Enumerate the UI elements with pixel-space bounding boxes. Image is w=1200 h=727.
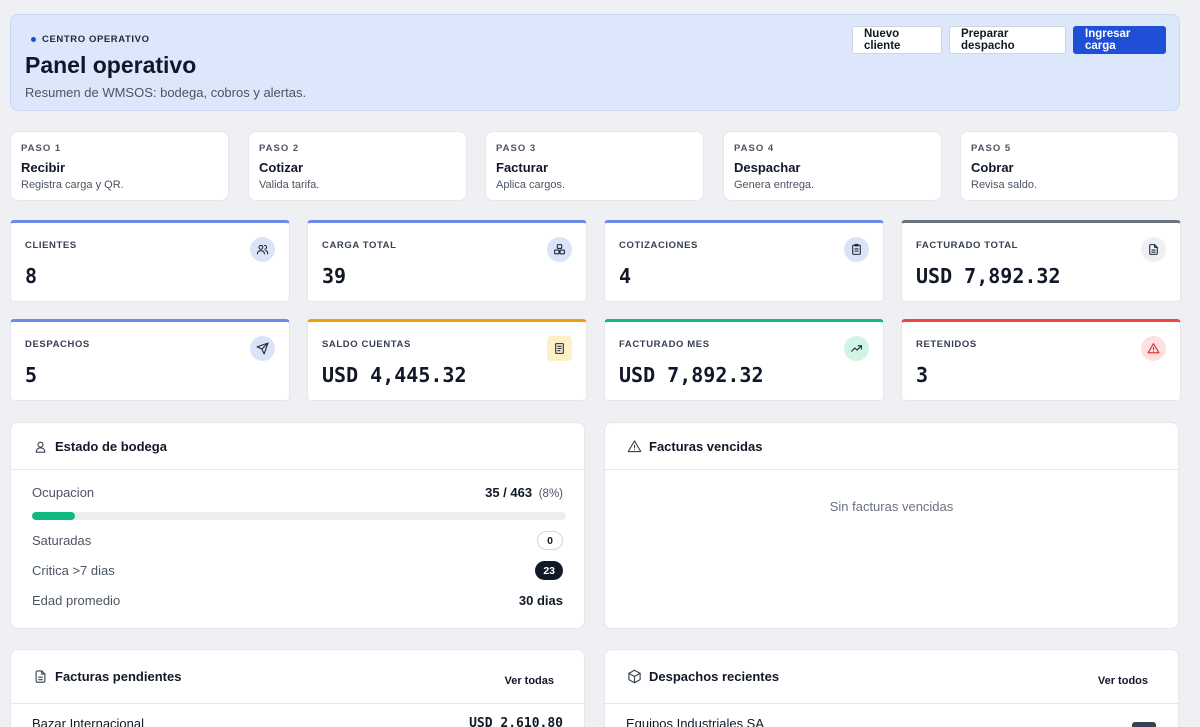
see-all-dispatches-link[interactable]: Ver todos xyxy=(1097,675,1148,687)
eyebrow-label: CENTRO OPERATIVO xyxy=(42,34,150,45)
step-description: Genera entrega. xyxy=(734,179,815,191)
step-number: PASO 3 xyxy=(496,143,537,154)
step-number: PASO 1 xyxy=(21,143,62,154)
stat-label: CLIENTES xyxy=(25,240,77,251)
clipboard-icon xyxy=(844,237,869,262)
stat-label: CARGA TOTAL xyxy=(322,240,397,251)
stat-value: 39 xyxy=(322,264,347,288)
avg-age-value: 30 dias xyxy=(518,593,563,608)
critical-label: Critica >7 dias xyxy=(32,563,115,578)
panel-title: Facturas vencidas xyxy=(649,438,763,454)
step-number: PASO 2 xyxy=(259,143,300,154)
dispatch-status-badge xyxy=(1132,722,1156,727)
package-icon xyxy=(628,669,641,684)
overdue-invoices-panel: Facturas vencidas Sin facturas vencidas xyxy=(604,422,1179,629)
step-title: Cotizar xyxy=(259,160,304,175)
page-title: Panel operativo xyxy=(25,52,197,78)
stat-value: 8 xyxy=(25,264,38,288)
see-all-invoices-link[interactable]: Ver todas xyxy=(504,675,554,687)
eyebrow: CENTRO OPERATIVO xyxy=(31,34,150,45)
stat-card-clientes: CLIENTES 8 xyxy=(10,220,290,302)
panel-header: Facturas vencidas xyxy=(605,423,1178,470)
step-number: PASO 4 xyxy=(734,143,775,154)
alert-icon xyxy=(1141,336,1166,361)
receipt-icon xyxy=(547,336,572,361)
stat-label: RETENIDOS xyxy=(916,339,977,350)
step-title: Recibir xyxy=(21,160,66,175)
step-title: Despachar xyxy=(734,160,801,175)
file-icon xyxy=(1141,237,1166,262)
status-dot-icon xyxy=(31,37,36,42)
stat-value: 3 xyxy=(916,363,929,387)
stat-label: FACTURADO MES xyxy=(619,339,710,350)
occupancy-progress-bar xyxy=(32,512,566,520)
stat-label: FACTURADO TOTAL xyxy=(916,240,1019,251)
stat-value: USD 7,892.32 xyxy=(916,264,1061,288)
invoice-amount: USD 2,610.80 xyxy=(469,716,563,727)
stat-value: USD 4,445.32 xyxy=(322,363,467,387)
occupancy-count: 35 / 463 xyxy=(485,485,533,500)
pending-invoices-panel: Facturas pendientes Ver todas Bazar Inte… xyxy=(10,649,585,727)
warehouse-panel: Estado de bodega Ocupacion 35 / 463 (8%)… xyxy=(10,422,585,629)
stat-card-facturado-mes: FACTURADO MES USD 7,892.32 xyxy=(604,319,884,401)
stat-card-saldo-cuentas: SALDO CUENTAS USD 4,445.32 xyxy=(307,319,587,401)
step-card-despachar[interactable]: PASO 4 Despachar Genera entrega. xyxy=(723,131,942,201)
users-icon xyxy=(250,237,275,262)
page-subtitle: Resumen de WMSOS: bodega, cobros y alert… xyxy=(25,85,307,100)
empty-state-text: Sin facturas vencidas xyxy=(829,499,954,514)
ingest-cargo-button[interactable]: Ingresar carga xyxy=(1073,26,1166,54)
boxes-icon xyxy=(547,237,572,262)
step-card-cobrar[interactable]: PASO 5 Cobrar Revisa saldo. xyxy=(960,131,1179,201)
new-client-button[interactable]: Nuevo cliente xyxy=(852,26,942,54)
panel-title: Despachos recientes xyxy=(649,669,780,684)
critical-count-badge: 23 xyxy=(535,561,563,580)
step-title: Facturar xyxy=(496,160,549,175)
stat-value: 4 xyxy=(619,264,632,288)
step-description: Revisa saldo. xyxy=(971,179,1038,191)
saturated-label: Saturadas xyxy=(32,533,92,548)
panel-header: Facturas pendientes xyxy=(11,650,584,704)
stat-card-facturado-total: FACTURADO TOTAL USD 7,892.32 xyxy=(901,220,1181,302)
step-description: Registra carga y QR. xyxy=(21,179,124,191)
stat-card-despachos: DESPACHOS 5 xyxy=(10,319,290,401)
step-description: Valida tarifa. xyxy=(259,179,320,191)
warehouse-user-icon xyxy=(35,441,46,453)
warning-icon xyxy=(627,439,642,452)
dispatch-client-name[interactable]: Equipos Industriales SA xyxy=(626,716,765,727)
step-card-facturar[interactable]: PASO 3 Facturar Aplica cargos. xyxy=(485,131,704,201)
occupancy-progress-fill xyxy=(32,512,75,520)
saturated-count-badge: 0 xyxy=(537,531,563,550)
step-number: PASO 5 xyxy=(971,143,1012,154)
prepare-dispatch-button[interactable]: Preparar despacho xyxy=(949,26,1066,54)
occupancy-value: 35 / 463 (8%) xyxy=(485,485,563,500)
stat-card-retenidos: RETENIDOS 3 xyxy=(901,319,1181,401)
panel-title: Facturas pendientes xyxy=(55,669,182,684)
occupancy-percent: (8%) xyxy=(538,488,563,500)
trending-up-icon xyxy=(844,336,869,361)
panel-header: Despachos recientes xyxy=(605,650,1178,704)
document-icon xyxy=(35,670,46,683)
step-card-cotizar[interactable]: PASO 2 Cotizar Valida tarifa. xyxy=(248,131,467,201)
avg-age-label: Edad promedio xyxy=(32,593,121,608)
panel-title: Estado de bodega xyxy=(55,438,167,454)
page-header: CENTRO OPERATIVO Panel operativo Resumen… xyxy=(10,14,1180,111)
occupancy-label: Ocupacion xyxy=(32,485,95,500)
recent-dispatches-panel: Despachos recientes Ver todos Equipos In… xyxy=(604,649,1179,727)
step-description: Aplica cargos. xyxy=(496,179,566,191)
invoice-client-name[interactable]: Bazar Internacional xyxy=(32,716,145,727)
stat-label: DESPACHOS xyxy=(25,339,90,350)
panel-header: Estado de bodega xyxy=(11,423,584,470)
stat-card-carga-total: CARGA TOTAL 39 xyxy=(307,220,587,302)
stat-card-cotizaciones: COTIZACIONES 4 xyxy=(604,220,884,302)
step-title: Cobrar xyxy=(971,160,1014,175)
stat-value: USD 7,892.32 xyxy=(619,363,764,387)
send-icon xyxy=(250,336,275,361)
stat-label: SALDO CUENTAS xyxy=(322,339,411,350)
stat-value: 5 xyxy=(25,363,38,387)
stat-label: COTIZACIONES xyxy=(619,240,698,251)
step-card-recibir[interactable]: PASO 1 Recibir Registra carga y QR. xyxy=(10,131,229,201)
